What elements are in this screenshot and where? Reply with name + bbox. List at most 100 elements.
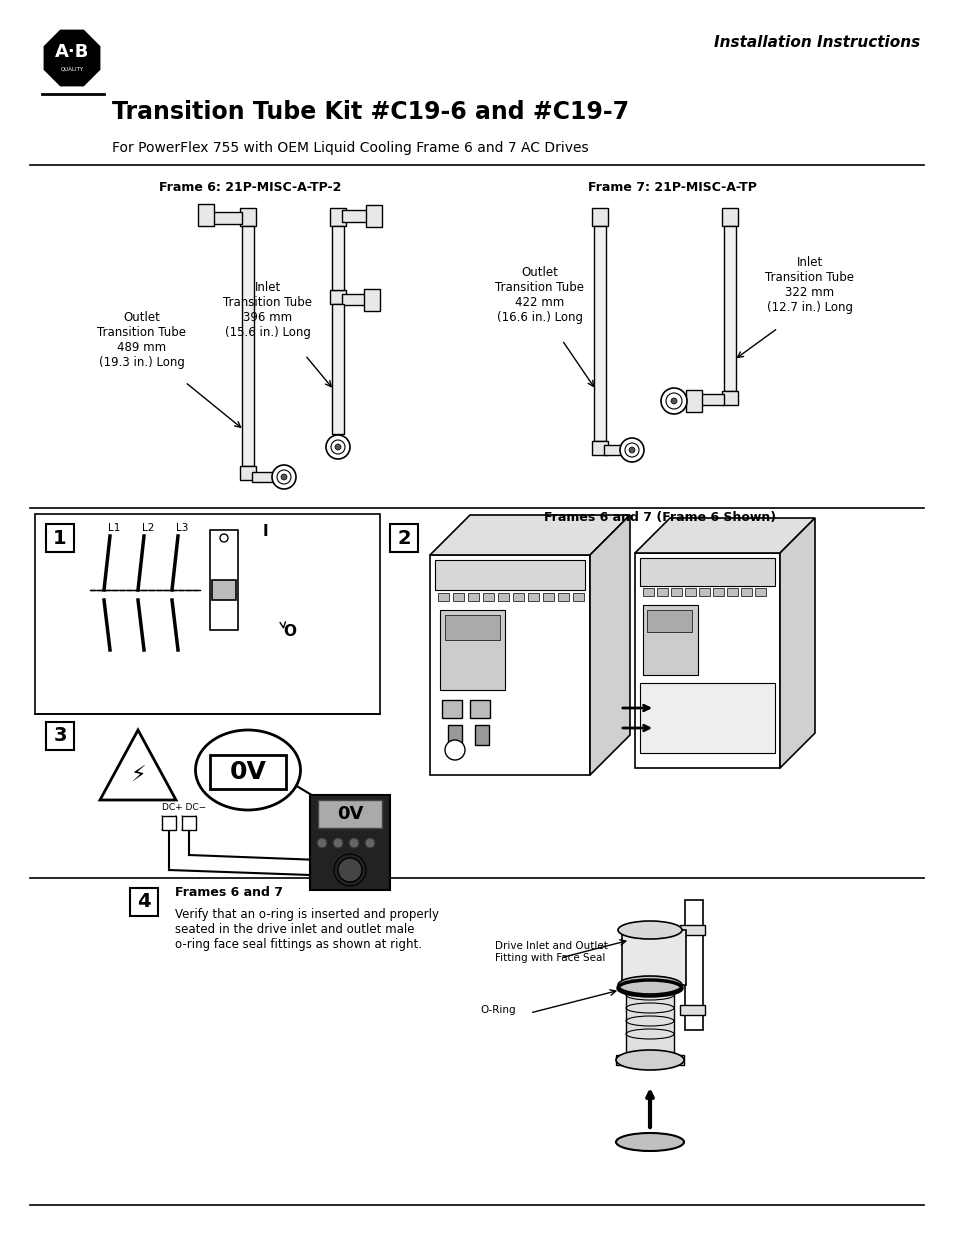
Text: I: I	[262, 525, 268, 540]
Bar	[441, 700, 461, 718]
Ellipse shape	[616, 1050, 683, 1070]
Circle shape	[316, 839, 327, 848]
Circle shape	[665, 393, 681, 409]
Circle shape	[444, 740, 464, 760]
Text: 1: 1	[53, 529, 67, 547]
Bar	[162, 816, 175, 830]
Circle shape	[333, 839, 343, 848]
Text: 0V: 0V	[336, 805, 363, 823]
Bar	[210, 755, 286, 789]
Bar	[712, 588, 723, 597]
Text: 2: 2	[396, 529, 411, 547]
Bar	[210, 530, 237, 630]
Bar	[558, 593, 568, 601]
Text: For PowerFlex 755 with OEM Liquid Cooling Frame 6 and 7 AC Drives: For PowerFlex 755 with OEM Liquid Coolin…	[112, 141, 588, 156]
Bar	[448, 725, 461, 745]
Bar	[252, 472, 275, 482]
Text: A·B: A·B	[54, 43, 89, 61]
Text: QUALITY: QUALITY	[60, 67, 84, 72]
Text: Outlet
Transition Tube
489 mm
(19.3 in.) Long: Outlet Transition Tube 489 mm (19.3 in.)…	[97, 311, 186, 369]
Bar	[592, 441, 607, 454]
Circle shape	[335, 445, 340, 450]
Bar	[317, 800, 381, 827]
Polygon shape	[780, 517, 814, 768]
Bar	[240, 207, 255, 226]
Bar	[639, 558, 774, 585]
Text: L1: L1	[108, 522, 120, 534]
Bar	[639, 683, 774, 753]
Ellipse shape	[616, 1132, 683, 1151]
Bar	[242, 226, 253, 466]
Ellipse shape	[618, 976, 681, 994]
Polygon shape	[589, 515, 629, 776]
Bar	[616, 1055, 683, 1065]
Circle shape	[624, 443, 639, 457]
Bar	[726, 588, 738, 597]
Bar	[497, 593, 509, 601]
Bar	[700, 394, 723, 405]
Bar	[46, 722, 74, 750]
Bar	[685, 390, 701, 412]
Bar	[670, 588, 681, 597]
Bar	[366, 205, 381, 227]
Text: Inlet
Transition Tube
396 mm
(15.6 in.) Long: Inlet Transition Tube 396 mm (15.6 in.) …	[223, 282, 313, 338]
Bar	[390, 524, 417, 552]
Bar	[182, 816, 195, 830]
Text: 0V: 0V	[230, 760, 266, 784]
Bar	[740, 588, 751, 597]
Text: Frames 6 and 7 (Frame 6 Shown): Frames 6 and 7 (Frame 6 Shown)	[543, 511, 775, 525]
Bar	[212, 580, 235, 600]
Bar	[542, 593, 554, 601]
Text: 4: 4	[137, 893, 151, 911]
Circle shape	[349, 839, 358, 848]
Bar	[240, 466, 255, 480]
Bar	[635, 553, 780, 768]
Circle shape	[281, 474, 287, 480]
Bar	[341, 210, 372, 222]
Bar	[310, 795, 390, 890]
Bar	[684, 900, 702, 1030]
Bar	[646, 610, 691, 632]
Text: Inlet
Transition Tube
322 mm
(12.7 in.) Long: Inlet Transition Tube 322 mm (12.7 in.) …	[764, 256, 854, 314]
Bar	[468, 593, 478, 601]
Bar	[754, 588, 765, 597]
Bar	[439, 610, 504, 690]
Bar	[699, 588, 709, 597]
Bar	[625, 986, 673, 1055]
Bar	[130, 888, 158, 916]
Circle shape	[365, 839, 375, 848]
Bar	[453, 593, 463, 601]
Text: Drive Inlet and Outlet
Fitting with Face Seal: Drive Inlet and Outlet Fitting with Face…	[495, 941, 607, 963]
Bar	[332, 226, 344, 290]
Polygon shape	[635, 517, 814, 553]
Circle shape	[670, 398, 677, 404]
Circle shape	[326, 435, 350, 459]
Bar	[212, 212, 242, 224]
Bar	[330, 290, 346, 304]
Bar	[482, 593, 494, 601]
Text: DC+ DC−: DC+ DC−	[162, 804, 206, 813]
Circle shape	[220, 534, 228, 542]
Bar	[198, 204, 213, 226]
Bar	[470, 700, 490, 718]
Bar	[330, 207, 346, 226]
Bar	[341, 294, 370, 305]
Text: Installation Instructions: Installation Instructions	[713, 35, 919, 49]
Circle shape	[331, 440, 345, 454]
Bar	[657, 588, 667, 597]
Text: Frames 6 and 7: Frames 6 and 7	[174, 887, 283, 899]
Bar	[35, 514, 379, 714]
Ellipse shape	[195, 730, 300, 810]
Bar	[46, 524, 74, 552]
Circle shape	[628, 447, 635, 453]
Text: Frame 6: 21P-MISC-A-TP-2: Frame 6: 21P-MISC-A-TP-2	[158, 180, 341, 194]
Text: ⚡: ⚡	[130, 766, 146, 785]
Bar	[437, 593, 449, 601]
Circle shape	[619, 438, 643, 462]
Circle shape	[276, 471, 291, 484]
Bar	[679, 1005, 704, 1015]
Text: L2: L2	[142, 522, 154, 534]
Ellipse shape	[618, 921, 681, 939]
Bar	[592, 207, 607, 226]
Bar	[621, 930, 685, 986]
